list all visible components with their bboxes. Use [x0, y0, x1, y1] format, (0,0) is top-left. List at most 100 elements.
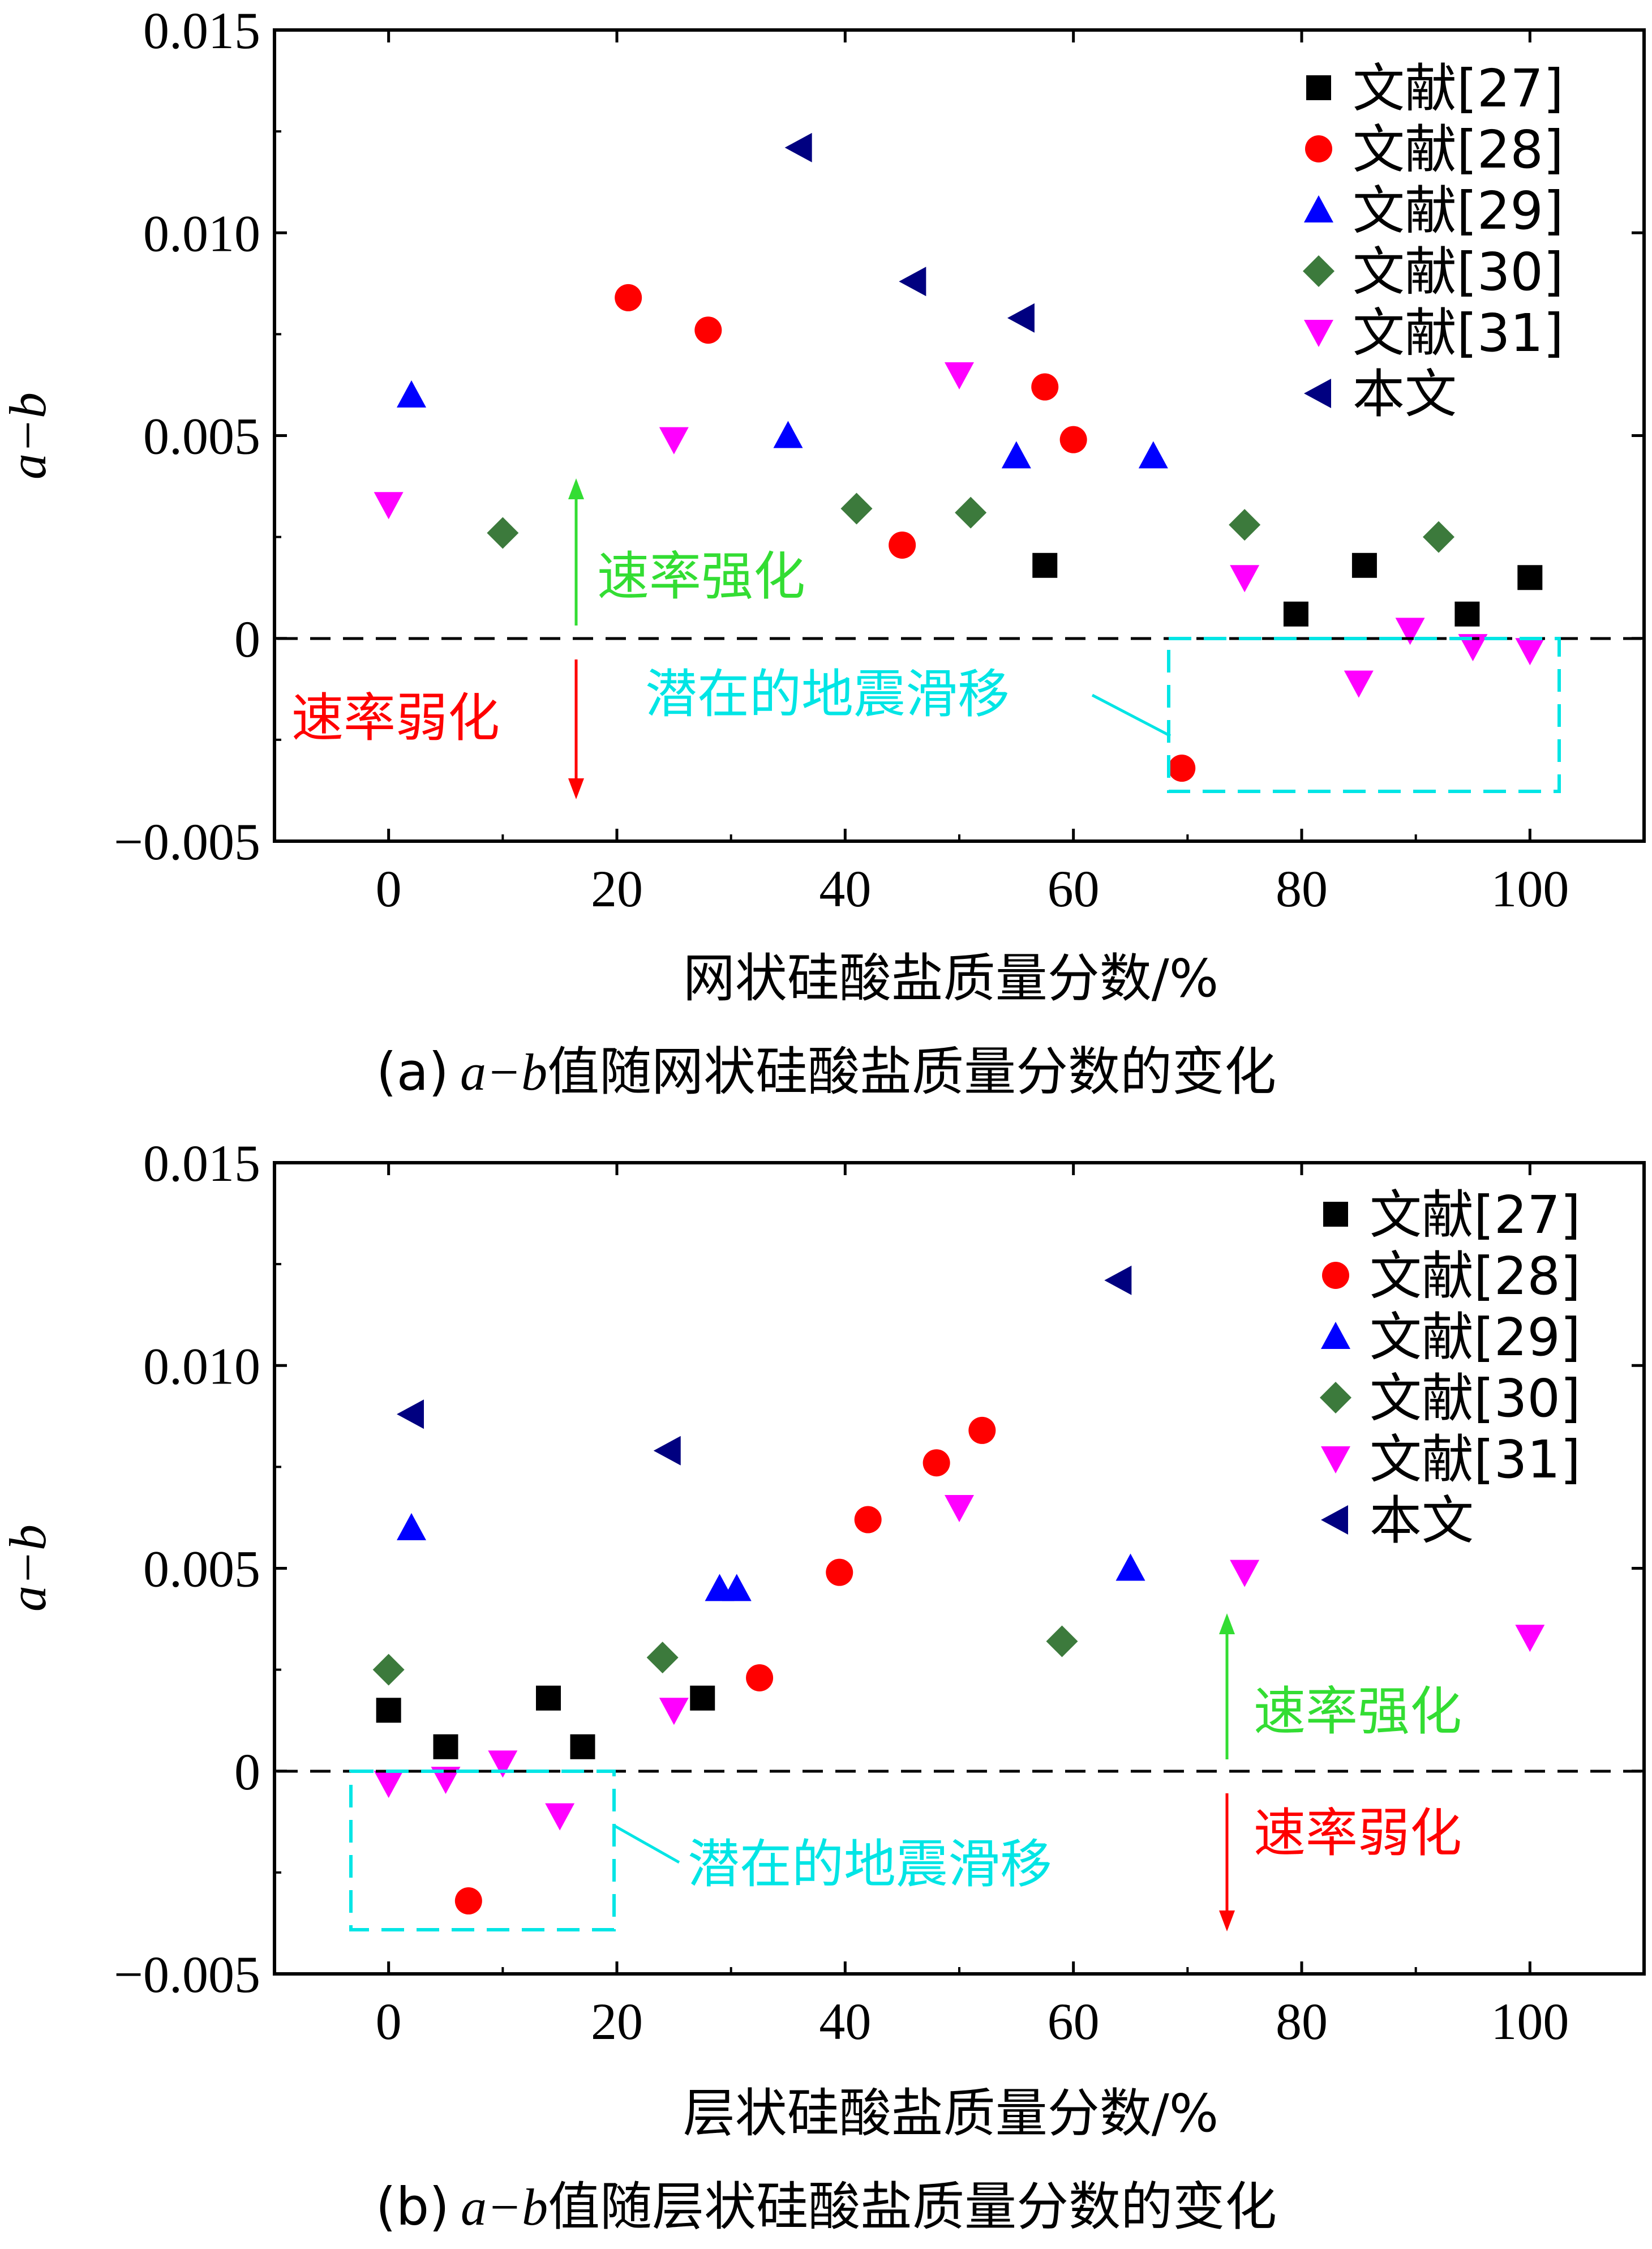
- weakening-label-a: 速率弱化: [291, 688, 500, 748]
- legend-marker-triangle-left: [1321, 1505, 1348, 1535]
- legend-label: 文献[30]: [1370, 1368, 1581, 1429]
- caption-b: (b) a−b值随层状硅酸盐质量分数的变化: [376, 2177, 1277, 2237]
- data-point-triangle-left: [1007, 303, 1035, 333]
- legend-label: 文献[31]: [1353, 303, 1564, 363]
- x-tick-label: 100: [1491, 860, 1569, 918]
- y-tick-label: −0.005: [114, 1946, 260, 2003]
- x-tick-label: 60: [1048, 860, 1100, 918]
- data-point-triangle-down: [374, 492, 404, 520]
- data-point-square: [690, 1685, 715, 1711]
- data-point-square: [570, 1734, 595, 1759]
- data-point-triangle-down: [1395, 618, 1425, 645]
- slip-box-a: [1167, 637, 1561, 793]
- slip-leader-a: [1091, 693, 1172, 738]
- slip-label-b: 潜在的地震滑移: [688, 1834, 1052, 1895]
- weakening-arrow-a: [568, 659, 584, 799]
- data-point-triangle-down: [1230, 1560, 1260, 1587]
- slip-box-b: [349, 1770, 616, 1931]
- data-point-circle: [922, 1449, 950, 1477]
- data-point-triangle-down: [1515, 1625, 1545, 1652]
- legend-label: 文献[29]: [1353, 181, 1564, 241]
- data-point-triangle-down: [1344, 670, 1374, 698]
- data-point-triangle-left: [397, 1399, 424, 1429]
- axes-a: 0 20 40 60 80 100 −0.005 0 0.005 0.010 0.015: [114, 2, 1644, 918]
- strengthening-arrow-b: [1219, 1613, 1235, 1759]
- legend-label: 文献[29]: [1370, 1307, 1581, 1368]
- y-tick-label: 0: [234, 1743, 260, 1801]
- data-point-triangle-down: [945, 362, 974, 390]
- y-tick-label: −0.005: [114, 813, 260, 871]
- data-point-circle: [454, 1887, 482, 1915]
- data-point-triangle-left: [1104, 1265, 1132, 1295]
- data-point-triangle-up: [1115, 1553, 1145, 1581]
- y-tick-label: 0.010: [143, 204, 260, 262]
- data-point-triangle-down: [1458, 634, 1488, 662]
- data-point-diamond: [487, 517, 519, 549]
- data-point-square: [1454, 601, 1480, 627]
- legend-marker-square: [1306, 75, 1331, 100]
- data-point-diamond: [1423, 521, 1454, 553]
- axes-b: 0 20 40 60 80 100 −0.005 0 0.005 0.010 0.015: [114, 1134, 1644, 2050]
- x-tick-label: 40: [819, 860, 871, 918]
- chart-panel-a: 0 20 40 60 80 100 −0.005 0 0.005 0.010 0.015 a−b 网…: [0, 2, 1646, 1102]
- data-point-triangle-down: [1515, 638, 1545, 666]
- data-point-triangle-up: [722, 1574, 752, 1601]
- data-point-circle: [615, 284, 642, 311]
- x-tick-label: 20: [591, 860, 643, 918]
- legend-a: 文献[27]文献[28]文献[29]文献[30]文献[31]本文: [1303, 58, 1564, 425]
- x-axis-label-a: 网状硅酸盐质量分数/%: [683, 948, 1218, 1009]
- legend-marker-triangle-up: [1321, 1322, 1350, 1349]
- data-point-triangle-left: [784, 132, 812, 162]
- legend-label: 本文: [1353, 364, 1457, 425]
- weakening-label-b: 速率弱化: [1254, 1803, 1462, 1864]
- data-point-triangle-down: [659, 1698, 689, 1725]
- data-point-circle: [1031, 373, 1059, 401]
- data-point-diamond: [372, 1653, 405, 1686]
- legend-label: 文献[31]: [1370, 1429, 1581, 1490]
- legend-label: 文献[27]: [1370, 1185, 1581, 1245]
- legend-marker-diamond: [1303, 255, 1335, 287]
- data-point-circle: [826, 1558, 853, 1586]
- data-point-triangle-down: [374, 1771, 404, 1798]
- legend-label: 文献[27]: [1353, 58, 1564, 119]
- data-point-triangle-left: [653, 1436, 681, 1466]
- strengthening-arrow-a: [568, 478, 584, 626]
- data-point-triangle-down: [659, 427, 689, 455]
- data-point-triangle-down: [945, 1495, 974, 1523]
- data-point-square: [433, 1734, 458, 1759]
- data-point-triangle-up: [773, 421, 803, 448]
- data-point-square: [536, 1685, 561, 1711]
- data-point-square: [376, 1698, 401, 1723]
- x-tick-label: 100: [1491, 1993, 1569, 2050]
- data-point-diamond: [840, 492, 873, 525]
- data-point-triangle-up: [397, 380, 426, 408]
- data-point-square: [1032, 552, 1058, 578]
- y-axis-label-a: a−b: [0, 392, 57, 479]
- data-point-diamond: [1229, 509, 1261, 541]
- data-point-triangle-down: [431, 1767, 461, 1794]
- x-tick-label: 60: [1048, 1993, 1100, 2050]
- legend-marker-circle: [1322, 1262, 1349, 1289]
- data-point-diamond: [646, 1642, 679, 1674]
- y-tick-label: 0.015: [143, 1134, 260, 1192]
- data-point-circle: [889, 531, 916, 559]
- legend-marker-triangle-down: [1321, 1446, 1350, 1473]
- x-tick-label: 80: [1276, 1993, 1328, 2050]
- legend-label: 文献[28]: [1370, 1246, 1581, 1306]
- y-tick-label: 0.015: [143, 2, 260, 59]
- chart-panel-b: 0 20 40 60 80 100 −0.005 0 0.005 0.010 0.015 a−b 层…: [0, 1134, 1646, 2237]
- x-tick-label: 80: [1276, 860, 1328, 918]
- x-tick-label: 0: [376, 860, 402, 918]
- legend-marker-square: [1323, 1202, 1348, 1227]
- data-point-diamond: [1046, 1625, 1078, 1657]
- data-point-triangle-down: [488, 1750, 518, 1778]
- data-point-circle: [694, 316, 722, 344]
- y-axis-label-b: a−b: [0, 1524, 57, 1612]
- y-tick-label: 0.005: [143, 1540, 260, 1598]
- x-tick-label: 0: [376, 1993, 402, 2050]
- legend-marker-triangle-down: [1304, 320, 1333, 347]
- y-tick-label: 0.010: [143, 1337, 260, 1395]
- data-point-triangle-up: [397, 1513, 426, 1540]
- strengthening-label-b: 速率强化: [1254, 1681, 1462, 1742]
